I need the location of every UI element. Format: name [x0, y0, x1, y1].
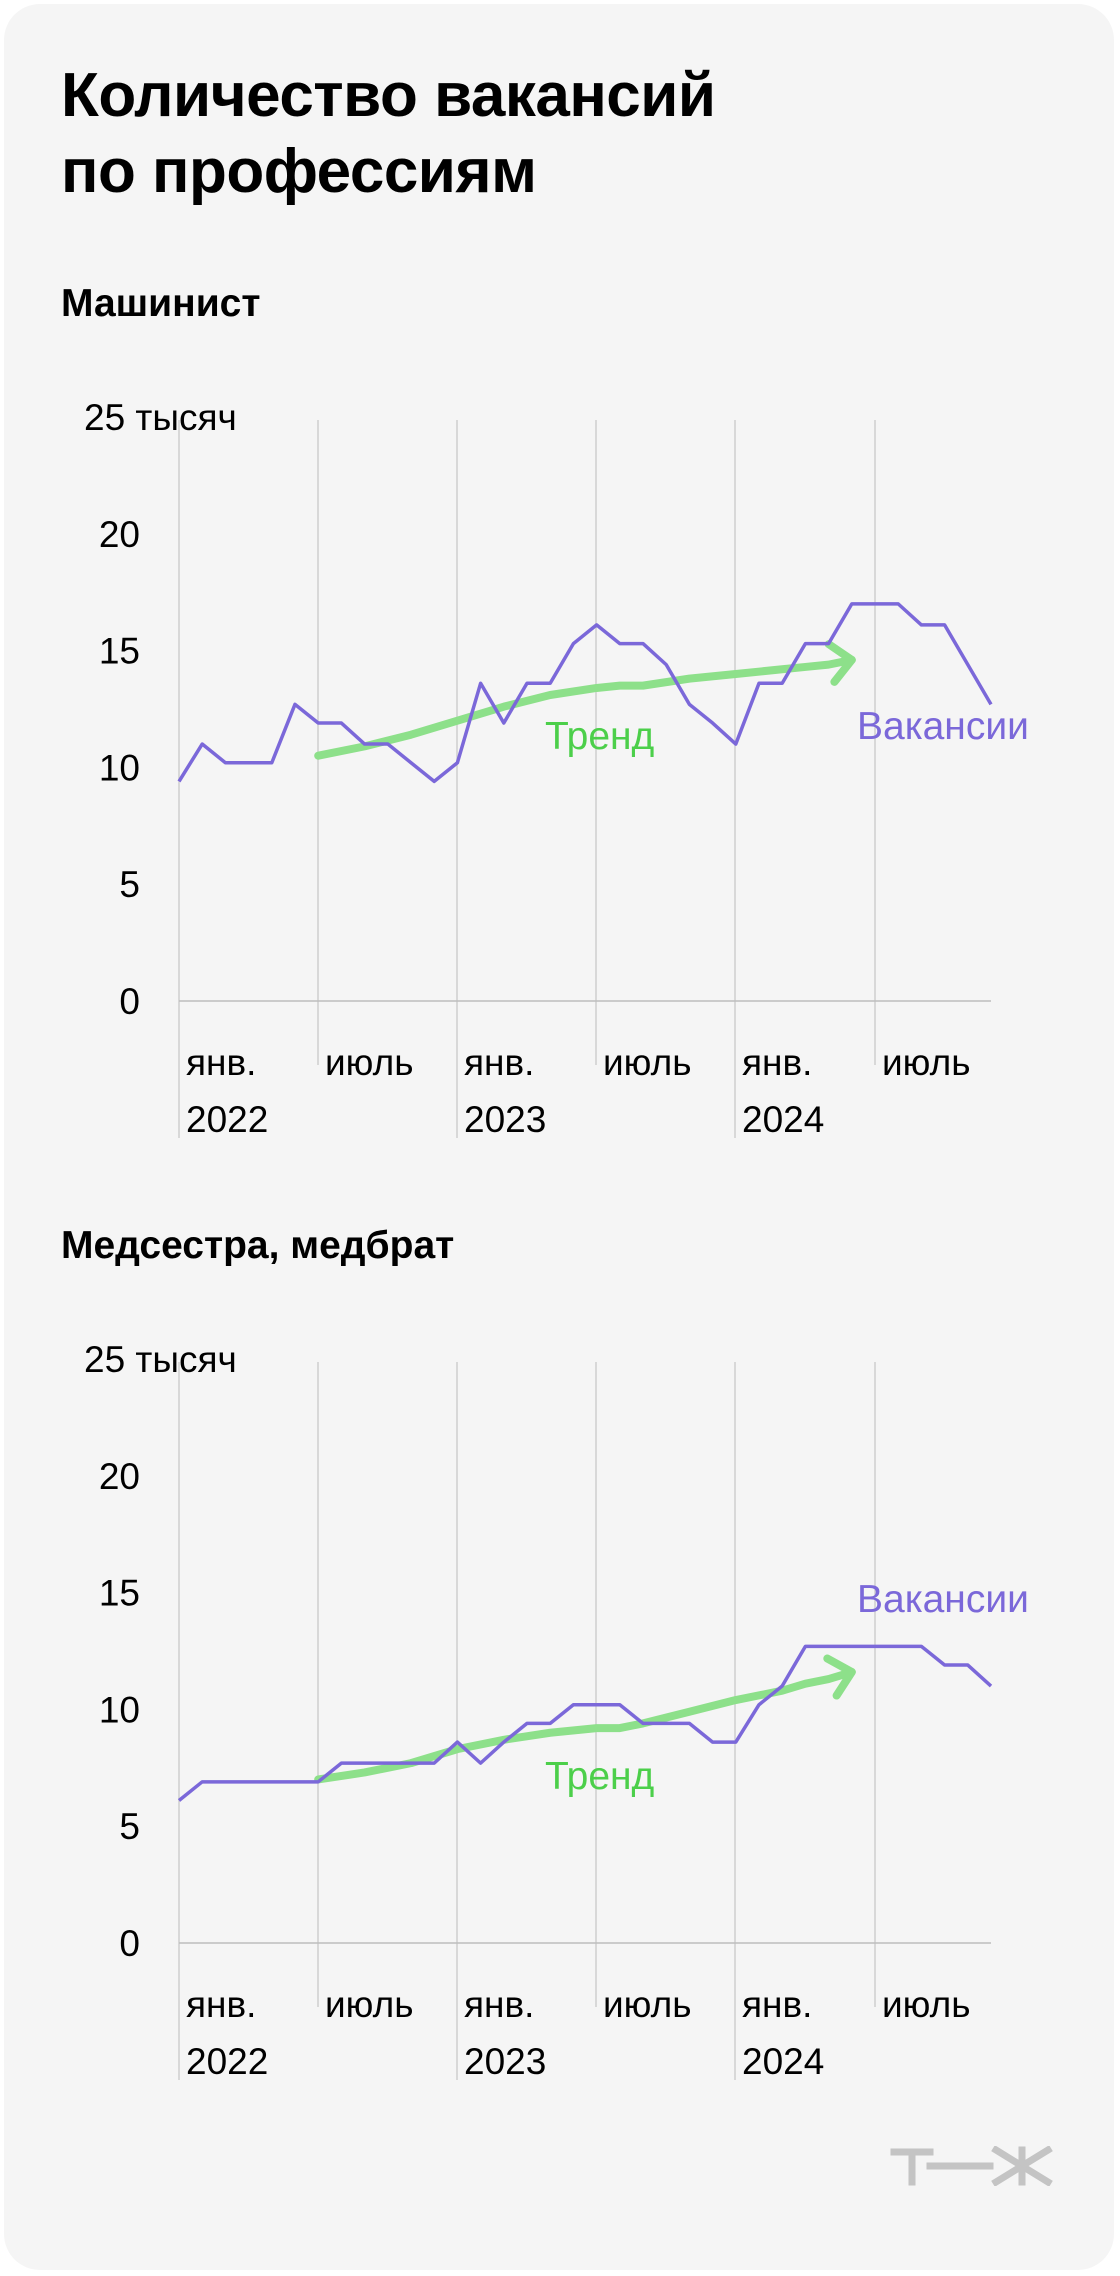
page-title-line: по профессиям — [61, 137, 537, 206]
x-year-label: 2023 — [464, 1099, 546, 1140]
x-year-label: 2023 — [464, 2041, 546, 2082]
x-month-label: июль — [325, 1042, 413, 1083]
nurse-vacancies-chart: 0 5 10 15 20 25 тысяч янв. июль янв. июль янв. июль… — [84, 1339, 1029, 2082]
y-tick-label: 0 — [119, 1923, 140, 1964]
x-month-label: янв. — [186, 1042, 256, 1083]
y-tick-label: 10 — [99, 1689, 140, 1730]
trend-label: Тренд — [545, 715, 655, 758]
y-tick-label: 5 — [119, 864, 140, 905]
x-year-label: 2022 — [186, 2041, 268, 2082]
chart-title-machinist: Машинист — [61, 282, 261, 325]
x-month-label: июль — [882, 1042, 970, 1083]
x-year-label: 2024 — [742, 1099, 824, 1140]
page-title: Количество вакансий по профессиям — [61, 58, 716, 210]
x-month-label: янв. — [464, 1984, 534, 2025]
y-tick-label: 0 — [119, 981, 140, 1022]
x-year-label: 2022 — [186, 1099, 268, 1140]
x-month-label: янв. — [464, 1042, 534, 1083]
vacancies-line — [177, 1644, 993, 1802]
y-tick-label: 5 — [119, 1806, 140, 1847]
x-month-label: июль — [603, 1042, 691, 1083]
trend-arrowhead — [824, 640, 856, 686]
vacancies-label: Вакансии — [857, 1578, 1029, 1621]
vacancies-line — [177, 602, 993, 784]
machinist-vacancies-chart: 0 5 10 15 20 25 тысяч янв. июль янв. июль янв. июль… — [84, 397, 1029, 1140]
trend-line — [314, 655, 856, 760]
vacancies-label: Вакансии — [857, 705, 1029, 748]
y-unit-label: 25 тысяч — [84, 397, 237, 438]
y-tick-label: 20 — [99, 514, 140, 555]
page-title-line: Количество вакансий — [61, 61, 716, 130]
x-month-label: янв. — [742, 1042, 812, 1083]
y-tick-label: 15 — [99, 1573, 140, 1614]
trend-arrowhead — [823, 1654, 856, 1700]
x-month-label: июль — [325, 1984, 413, 2025]
y-tick-label: 15 — [99, 631, 140, 672]
trend-line — [314, 1668, 856, 1784]
trend-label: Тренд — [545, 1755, 655, 1798]
y-tick-label: 20 — [99, 1456, 140, 1497]
x-month-label: янв. — [186, 1984, 256, 2025]
chart-card — [4, 4, 1114, 2270]
tzh-logo — [890, 2146, 1053, 2186]
y-unit-label: 25 тысяч — [84, 1339, 237, 1380]
x-month-label: июль — [882, 1984, 970, 2025]
x-month-label: янв. — [742, 1984, 812, 2025]
x-year-label: 2024 — [742, 2041, 824, 2082]
x-month-label: июль — [603, 1984, 691, 2025]
chart-title-nurse: Медсестра, медбрат — [61, 1224, 455, 1267]
y-tick-label: 10 — [99, 747, 140, 788]
